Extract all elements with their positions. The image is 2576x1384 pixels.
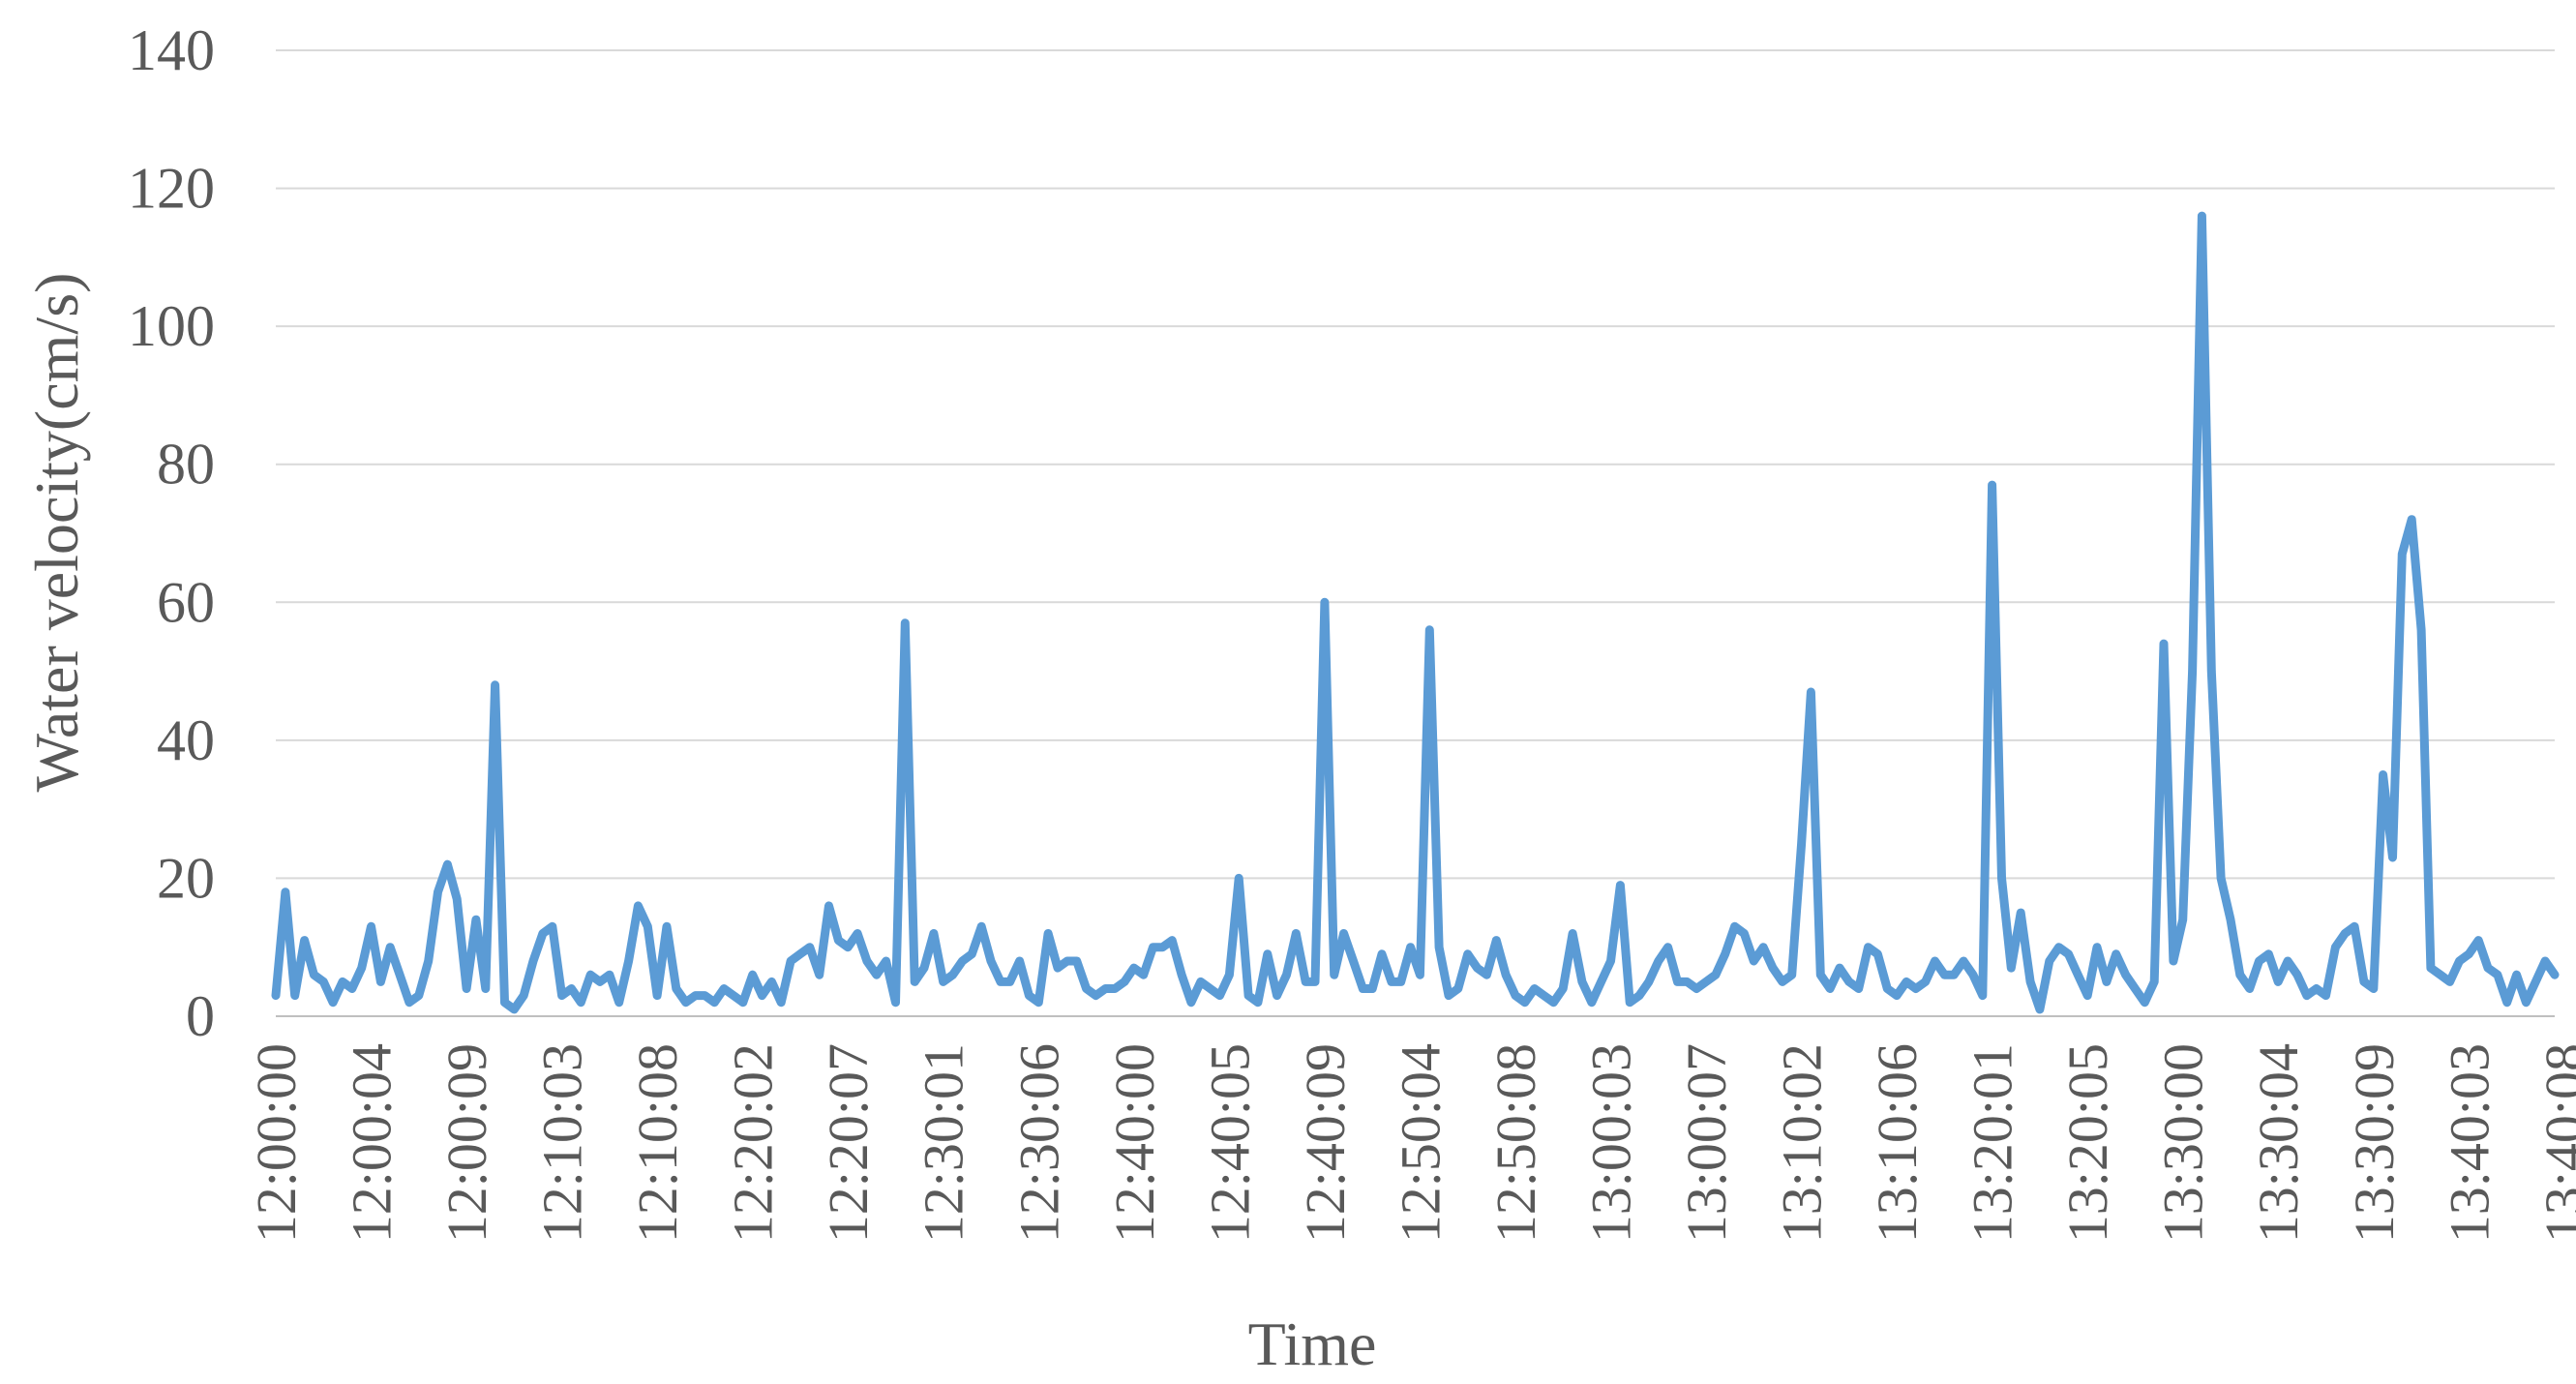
x-tick-label: 12:50:08 xyxy=(1484,1043,1547,1243)
y-tick-label: 60 xyxy=(157,570,215,634)
x-tick-label: 12:30:06 xyxy=(1007,1043,1070,1243)
y-axis-ticks: 0 20 40 60 80 100 120 140 xyxy=(128,18,215,1048)
x-tick-label: 13:30:09 xyxy=(2343,1043,2406,1243)
x-tick-label: 13:20:05 xyxy=(2056,1043,2119,1243)
x-tick-label: 12:40:05 xyxy=(1198,1043,1261,1243)
x-tick-label: 13:00:07 xyxy=(1675,1043,1738,1243)
x-tick-label: 13:20:01 xyxy=(1962,1043,2024,1243)
x-tick-label: 12:10:08 xyxy=(626,1043,689,1243)
x-tick-label: 12:20:07 xyxy=(817,1043,880,1243)
series-layer xyxy=(271,211,2560,1014)
x-tick-label: 12:10:03 xyxy=(531,1043,594,1243)
x-axis-ticks: 12:00:00 12:00:04 12:00:09 12:10:03 12:10:08… xyxy=(245,1043,2576,1243)
x-tick-label: 13:00:03 xyxy=(1579,1043,1642,1243)
x-tick-label: 12:30:01 xyxy=(913,1043,975,1243)
y-tick-label: 80 xyxy=(157,433,215,496)
x-tick-label: 13:40:03 xyxy=(2438,1043,2501,1243)
x-tick-label: 13:10:02 xyxy=(1771,1043,1834,1243)
y-tick-label: 40 xyxy=(157,708,215,772)
x-tick-label: 13:30:04 xyxy=(2247,1043,2310,1243)
y-tick-label: 100 xyxy=(128,294,215,358)
y-tick-label: 0 xyxy=(186,984,215,1048)
gridlines xyxy=(276,49,2555,1017)
y-tick-label: 20 xyxy=(157,846,215,910)
x-tick-label: 12:00:00 xyxy=(245,1043,308,1243)
y-tick-label: 120 xyxy=(128,157,215,221)
x-tick-label: 12:00:09 xyxy=(435,1043,498,1243)
x-tick-label: 13:30:00 xyxy=(2152,1043,2215,1243)
x-tick-label: 13:40:08 xyxy=(2533,1043,2576,1243)
x-tick-label: 13:10:06 xyxy=(1866,1043,1929,1243)
y-tick-label: 140 xyxy=(128,18,215,82)
x-tick-label: 12:50:04 xyxy=(1389,1043,1452,1243)
y-axis-title: Water velocity(cm/s) xyxy=(22,273,91,793)
x-tick-label: 12:40:09 xyxy=(1294,1043,1357,1243)
x-axis-title: Time xyxy=(1248,1309,1377,1378)
x-tick-label: 12:40:00 xyxy=(1103,1043,1166,1243)
series-line xyxy=(271,211,2560,1014)
x-tick-label: 12:00:04 xyxy=(341,1043,404,1243)
x-tick-label: 12:20:02 xyxy=(722,1043,785,1243)
